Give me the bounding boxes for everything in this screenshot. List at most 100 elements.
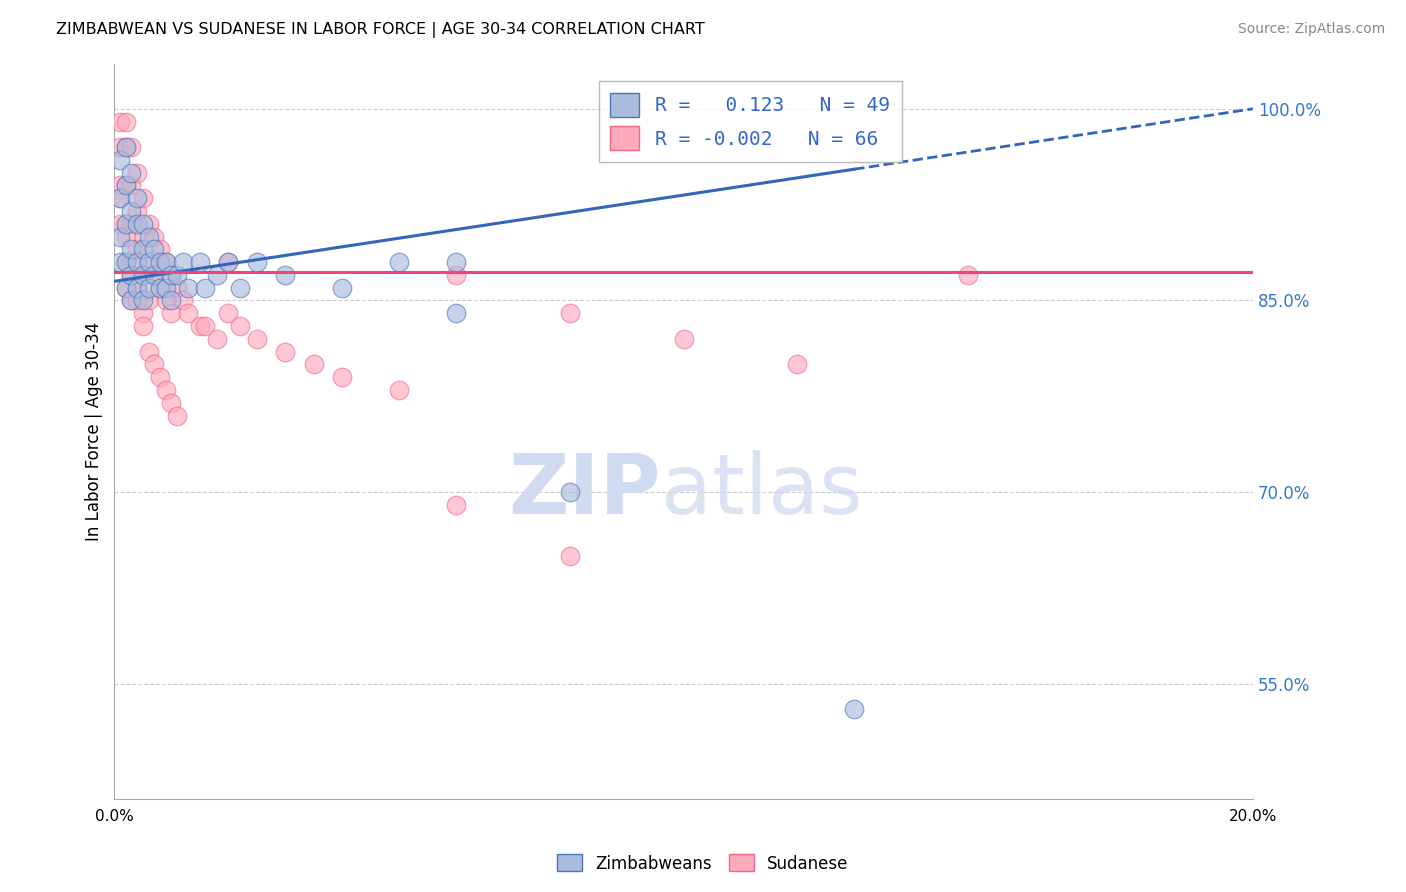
Point [132, 268, 155, 282]
Point [217, 306, 239, 320]
Legend: Zimbabweans, Sudanese: Zimbabweans, Sudanese [551, 847, 855, 880]
Point [132, 293, 155, 308]
Point [188, 255, 211, 269]
Point [108, 153, 131, 167]
Point [155, 383, 177, 397]
Point [121, 268, 143, 282]
Point [444, 268, 467, 282]
Point [844, 702, 866, 716]
Point [121, 293, 143, 308]
Point [143, 268, 166, 282]
Point [138, 229, 160, 244]
Point [138, 281, 160, 295]
Text: 0.0%: 0.0% [96, 809, 134, 824]
Point [121, 178, 143, 193]
Point [274, 344, 297, 359]
Point [444, 498, 467, 512]
Point [558, 485, 581, 500]
Point [114, 140, 136, 154]
Point [114, 114, 136, 128]
Point [302, 358, 325, 372]
Point [957, 268, 980, 282]
Point [108, 191, 131, 205]
Point [114, 255, 136, 269]
Point [155, 255, 177, 269]
Point [177, 306, 200, 320]
Point [121, 243, 143, 257]
Point [132, 217, 155, 231]
Point [127, 255, 149, 269]
Point [132, 229, 155, 244]
Point [160, 395, 183, 409]
Point [114, 140, 136, 154]
Point [246, 332, 269, 346]
Point [114, 281, 136, 295]
Point [172, 255, 194, 269]
Point [330, 370, 353, 384]
Point [143, 268, 166, 282]
Point [188, 319, 211, 334]
Text: atlas: atlas [661, 450, 863, 531]
Point [246, 255, 269, 269]
Point [143, 243, 166, 257]
Point [217, 255, 239, 269]
Point [127, 243, 149, 257]
Point [121, 255, 143, 269]
Point [149, 281, 172, 295]
Point [138, 293, 160, 308]
Point [114, 229, 136, 244]
Text: ZIP: ZIP [509, 450, 661, 531]
Text: Source: ZipAtlas.com: Source: ZipAtlas.com [1237, 22, 1385, 37]
Point [177, 281, 200, 295]
Point [160, 306, 183, 320]
Point [330, 281, 353, 295]
Point [138, 344, 160, 359]
Point [166, 281, 188, 295]
Point [127, 204, 149, 219]
Point [132, 268, 155, 282]
Point [127, 293, 149, 308]
Point [166, 409, 188, 423]
Point [108, 229, 131, 244]
Point [121, 166, 143, 180]
Point [143, 229, 166, 244]
Text: ZIMBABWEAN VS SUDANESE IN LABOR FORCE | AGE 30-34 CORRELATION CHART: ZIMBABWEAN VS SUDANESE IN LABOR FORCE | … [56, 22, 704, 38]
Point [132, 319, 155, 334]
Point [155, 281, 177, 295]
Point [274, 268, 297, 282]
Point [108, 217, 131, 231]
Point [149, 281, 172, 295]
Point [138, 255, 160, 269]
Point [127, 217, 149, 231]
Point [558, 549, 581, 563]
Point [205, 268, 228, 282]
Point [114, 281, 136, 295]
Point [127, 281, 149, 295]
Point [121, 293, 143, 308]
Point [228, 319, 250, 334]
Point [786, 358, 808, 372]
Point [672, 332, 695, 346]
Point [166, 268, 188, 282]
Point [108, 140, 131, 154]
Point [558, 306, 581, 320]
Point [121, 140, 143, 154]
Point [132, 306, 155, 320]
Point [127, 281, 149, 295]
Point [108, 191, 131, 205]
Point [228, 281, 250, 295]
Point [155, 293, 177, 308]
Point [121, 204, 143, 219]
Point [388, 255, 411, 269]
Point [114, 255, 136, 269]
Point [143, 358, 166, 372]
Point [155, 255, 177, 269]
Point [160, 293, 183, 308]
Point [149, 370, 172, 384]
Point [138, 217, 160, 231]
Point [132, 243, 155, 257]
Point [108, 255, 131, 269]
Point [194, 281, 217, 295]
Point [114, 217, 136, 231]
Point [114, 178, 136, 193]
